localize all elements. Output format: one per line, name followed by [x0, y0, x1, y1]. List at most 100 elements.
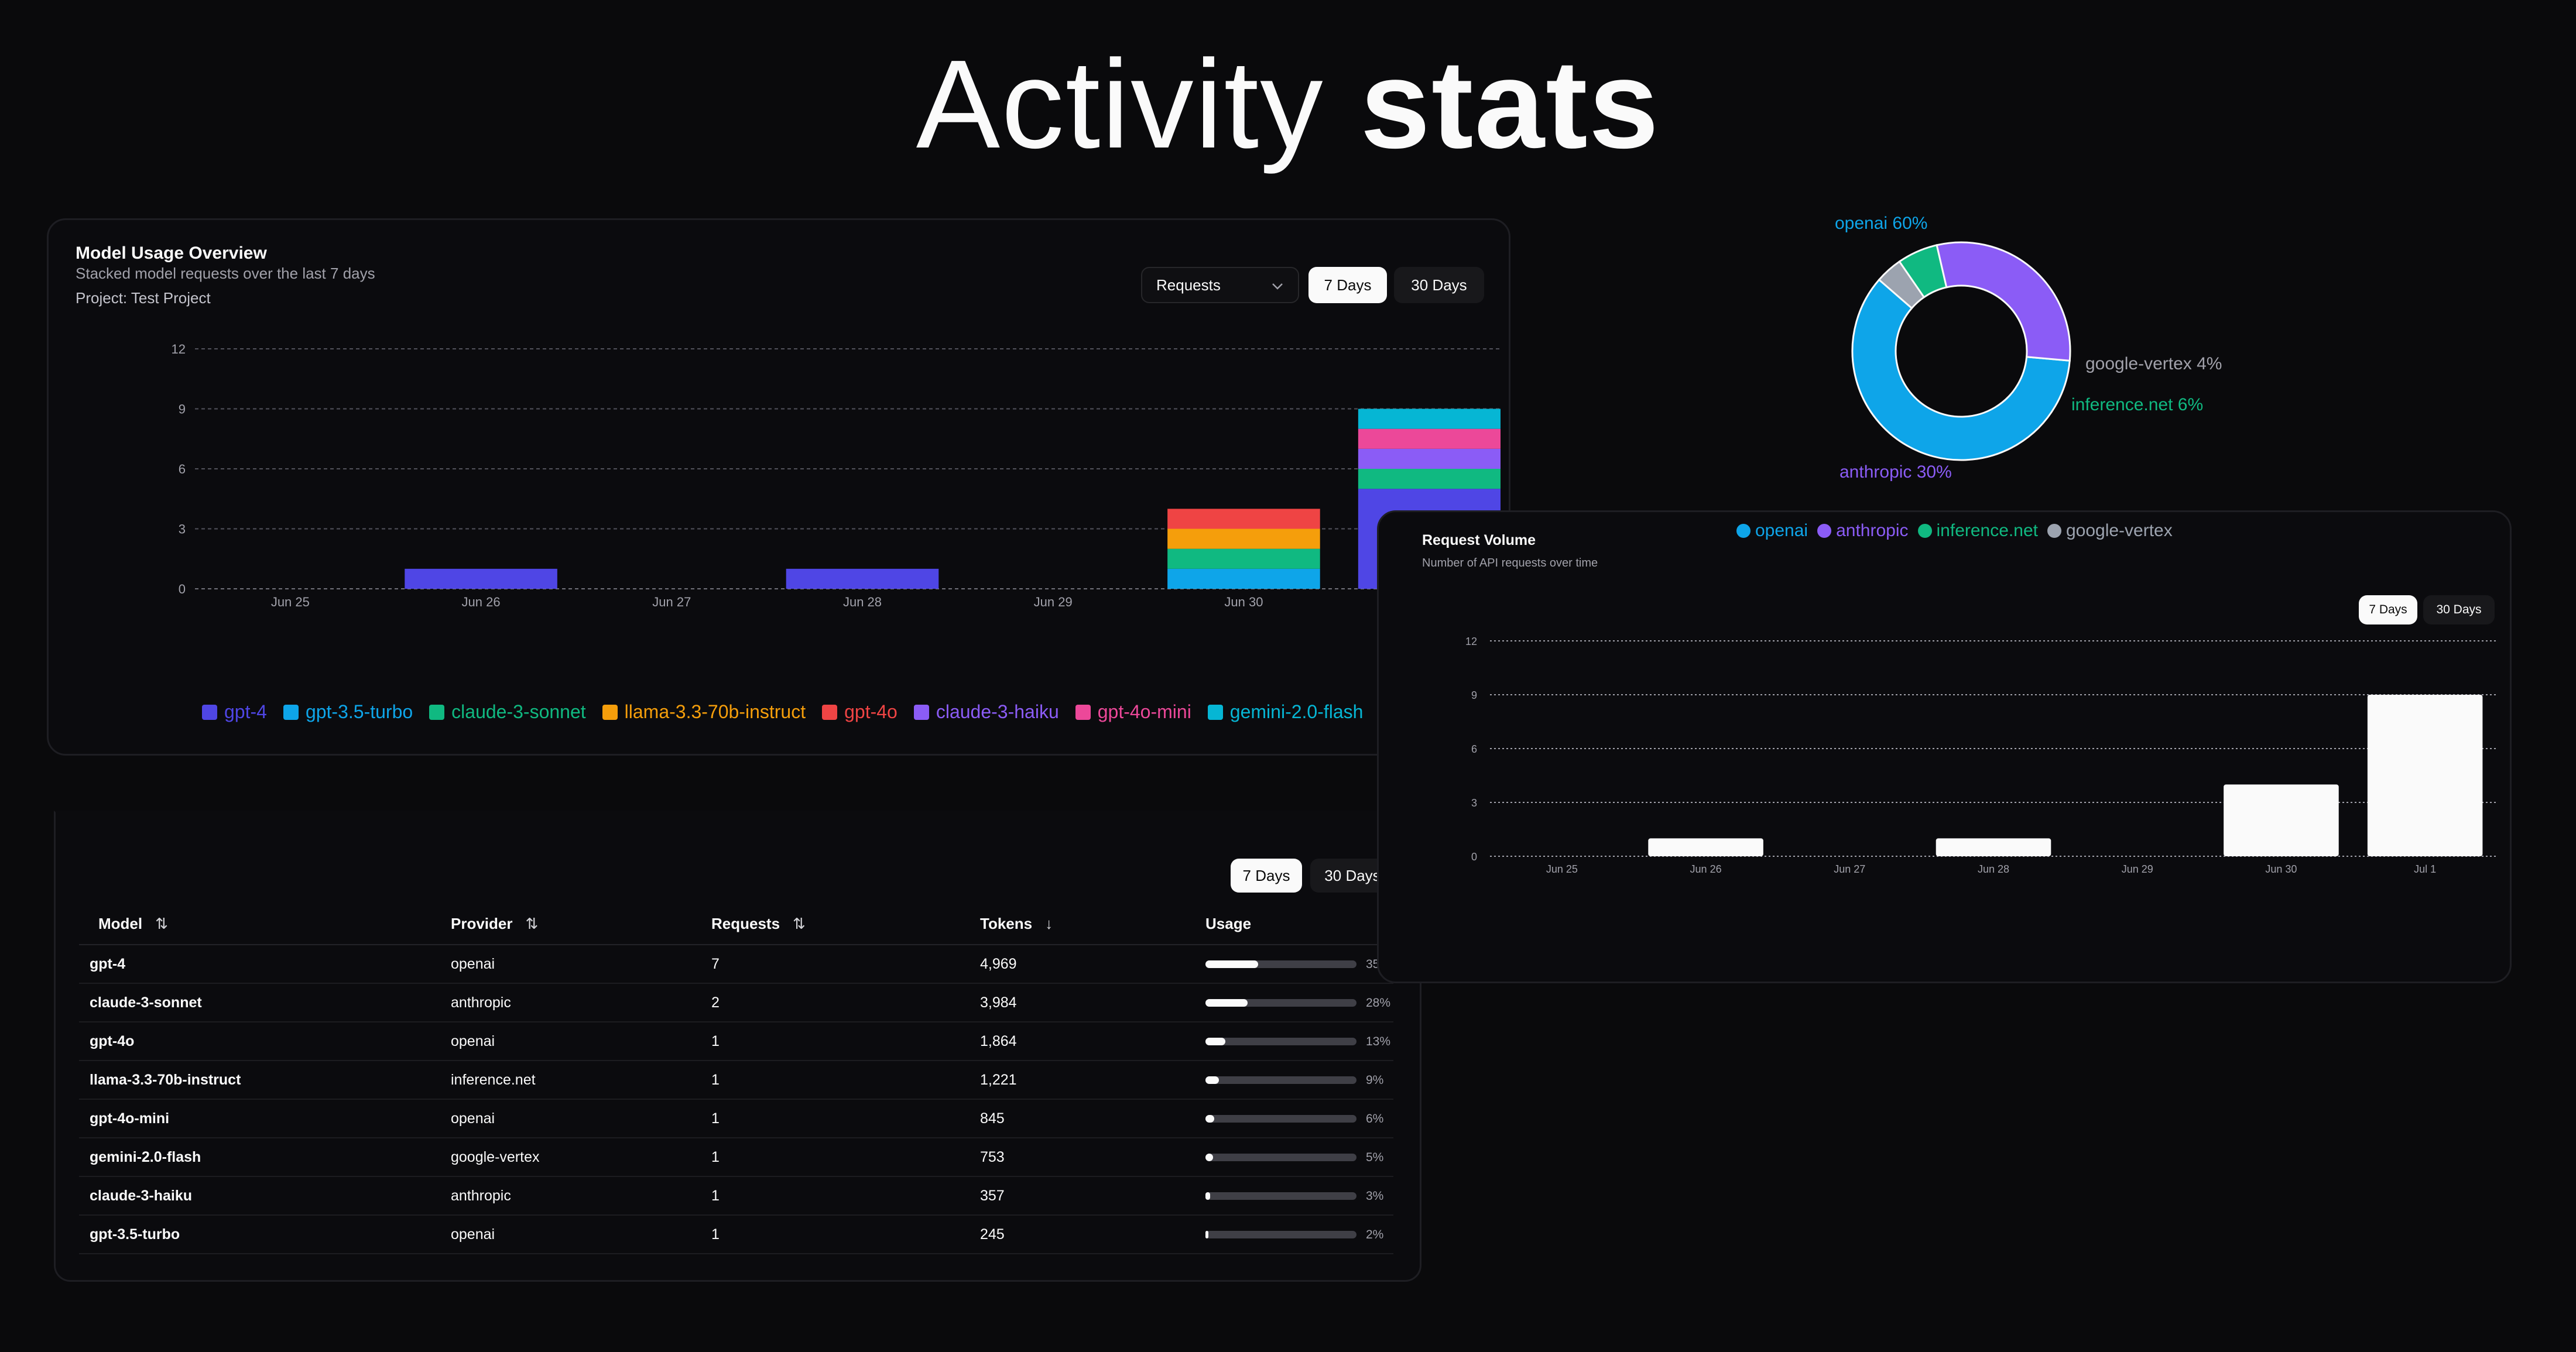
col-tokens-label: Tokens	[980, 914, 1033, 932]
cell-provider: google-vertex	[434, 1138, 709, 1177]
stacked-bar-chart: 0 3 6 9 12 Jun 25 Jun 26 Jun 27 Jun 28 Jun 29 Jun …	[172, 343, 1501, 609]
request-volume-bar-chart: 0 3 6 9 12 Jun 25 Jun 26 Jun 27 Jun 28 Jun 29 Jun …	[1465, 636, 2497, 875]
x-tick-label: Jun 29	[1034, 595, 1073, 609]
sort-icon[interactable]: ⇅	[525, 914, 539, 932]
volume-7-days-button[interactable]: 7 Days	[2359, 595, 2417, 624]
legend-item: llama-3.3-70b-instruct	[602, 701, 806, 723]
x-tick-label: Jun 28	[843, 595, 882, 609]
cell-model: gemini-2.0-flash	[79, 1138, 434, 1177]
y-tick-label: 0	[179, 582, 186, 596]
usage-percent: 13%	[1366, 1034, 1391, 1048]
usage-card-subtitle: Stacked model requests over the last 7 d…	[76, 265, 375, 282]
legend-swatch	[1817, 524, 1832, 538]
cell-requests: 1	[709, 1061, 980, 1100]
donut-label-google-vertex: google-vertex 4%	[2085, 354, 2222, 373]
bar-segment-gpt-4o-mini	[1358, 428, 1501, 449]
col-model-label: Model	[98, 914, 143, 932]
cell-tokens: 753	[980, 1138, 1205, 1177]
legend-label: gpt-4o-mini	[1097, 701, 1191, 722]
col-tokens[interactable]: Tokens ↓	[980, 903, 1205, 945]
usage-bar-fill	[1205, 960, 1259, 969]
cell-tokens: 845	[980, 1099, 1205, 1138]
volume-30-days-button[interactable]: 30 Days	[2423, 595, 2495, 624]
usage-bar-fill	[1205, 1192, 1210, 1200]
x-tick-label: Jun 25	[1546, 863, 1578, 875]
metric-select-value: Requests	[1156, 276, 1221, 294]
metric-select[interactable]: Requests	[1141, 267, 1299, 303]
cell-model: claude-3-haiku	[79, 1176, 434, 1216]
donut-legend-item: anthropic	[1817, 521, 1909, 541]
col-provider[interactable]: Provider ⇅	[434, 903, 709, 945]
x-tick-label: Jun 30	[1224, 595, 1263, 609]
legend-item: gpt-3.5-turbo	[283, 701, 413, 723]
col-requests[interactable]: Requests ⇅	[709, 903, 980, 945]
usage-7-days-button[interactable]: 7 Days	[1308, 267, 1387, 303]
usage-bar	[1205, 999, 1356, 1007]
usage-bar	[1205, 1076, 1356, 1085]
bar-segment-llama-3.3-70b-instruct	[1167, 529, 1320, 549]
bar-segment-claude-3-sonnet	[1167, 548, 1320, 569]
usage-bar	[1205, 1038, 1356, 1046]
table-7-days-button[interactable]: 7 Days	[1231, 859, 1302, 893]
legend-swatch	[202, 704, 217, 720]
legend-label: llama-3.3-70b-instruct	[624, 701, 806, 722]
usage-bar	[1205, 1115, 1356, 1123]
request-volume-card: Request Volume Number of API requests ov…	[1377, 510, 2512, 983]
col-model[interactable]: Model ⇅	[79, 903, 434, 945]
cell-model: gpt-3.5-turbo	[79, 1215, 434, 1254]
cell-tokens: 3,984	[980, 983, 1205, 1022]
table-row: llama-3.3-70b-instruct inference.net 1 1,22…	[79, 1061, 1393, 1100]
usage-percent: 5%	[1366, 1150, 1384, 1164]
usage-30-days-button[interactable]: 30 Days	[1394, 267, 1484, 303]
bar-segment-claude-3-sonnet	[1358, 469, 1501, 489]
cell-requests: 1	[709, 1215, 980, 1254]
arrow-down-icon[interactable]: ↓	[1045, 914, 1053, 932]
cell-tokens: 1,864	[980, 1022, 1205, 1061]
bar-segment-gpt-4o	[1167, 509, 1320, 529]
y-tick-label: 9	[179, 402, 186, 417]
donut-slice-anthropic	[1936, 241, 2071, 362]
sort-icon[interactable]: ⇅	[155, 914, 168, 932]
bar-segment-gemini-2.0-flash	[1358, 409, 1501, 429]
legend-swatch	[429, 704, 445, 720]
usage-bar-fill	[1205, 1154, 1213, 1162]
chevron-down-icon	[1271, 276, 1284, 294]
y-tick-label: 9	[1471, 689, 1477, 701]
cell-tokens: 357	[980, 1176, 1205, 1216]
x-tick-label: Jun 29	[2122, 863, 2153, 875]
usage-bar-fill	[1205, 1038, 1225, 1046]
col-provider-label: Provider	[451, 914, 513, 932]
legend-label: gpt-4o	[844, 701, 898, 722]
legend-label: gpt-3.5-turbo	[305, 701, 413, 722]
legend-label: openai	[1755, 521, 1808, 540]
col-requests-label: Requests	[711, 914, 780, 932]
legend-label: gemini-2.0-flash	[1229, 701, 1364, 722]
model-table-card: 7 Days 30 Days Model ⇅ Provider ⇅ Requests…	[54, 811, 1421, 1282]
cell-model: gpt-4o-mini	[79, 1099, 434, 1138]
legend-item: gpt-4o	[822, 701, 898, 723]
cell-provider: anthropic	[434, 983, 709, 1022]
donut-legend-item: google-vertex	[2047, 521, 2173, 541]
usage-bar-fill	[1205, 999, 1248, 1007]
volume-bar	[2367, 695, 2483, 856]
legend-label: claude-3-haiku	[936, 701, 1059, 722]
table-row: claude-3-haiku anthropic 1 357 3%	[79, 1176, 1393, 1216]
donut-label-openai: openai 60%	[1835, 214, 1928, 233]
cell-provider: openai	[434, 945, 709, 984]
page-title: Activity stats	[0, 41, 2576, 167]
legend-item: gpt-4o-mini	[1075, 701, 1191, 723]
legend-swatch	[602, 704, 618, 720]
cell-usage: 5%	[1205, 1138, 1393, 1177]
volume-card-title: Request Volume	[1422, 532, 1536, 548]
table-row: gpt-4o openai 1 1,864 13%	[79, 1022, 1393, 1061]
table-row: gemini-2.0-flash google-vertex 1 753 5%	[79, 1138, 1393, 1177]
cell-usage: 3%	[1205, 1176, 1393, 1216]
donut-legend: openai anthropic inference.net google-verte…	[1736, 521, 2182, 541]
legend-item: claude-3-haiku	[913, 701, 1059, 723]
usage-percent: 28%	[1366, 996, 1391, 1010]
cell-usage: 2%	[1205, 1215, 1393, 1254]
sort-icon[interactable]: ⇅	[793, 914, 806, 932]
y-tick-label: 3	[1471, 797, 1477, 809]
volume-card-subtitle: Number of API requests over time	[1422, 557, 1598, 569]
